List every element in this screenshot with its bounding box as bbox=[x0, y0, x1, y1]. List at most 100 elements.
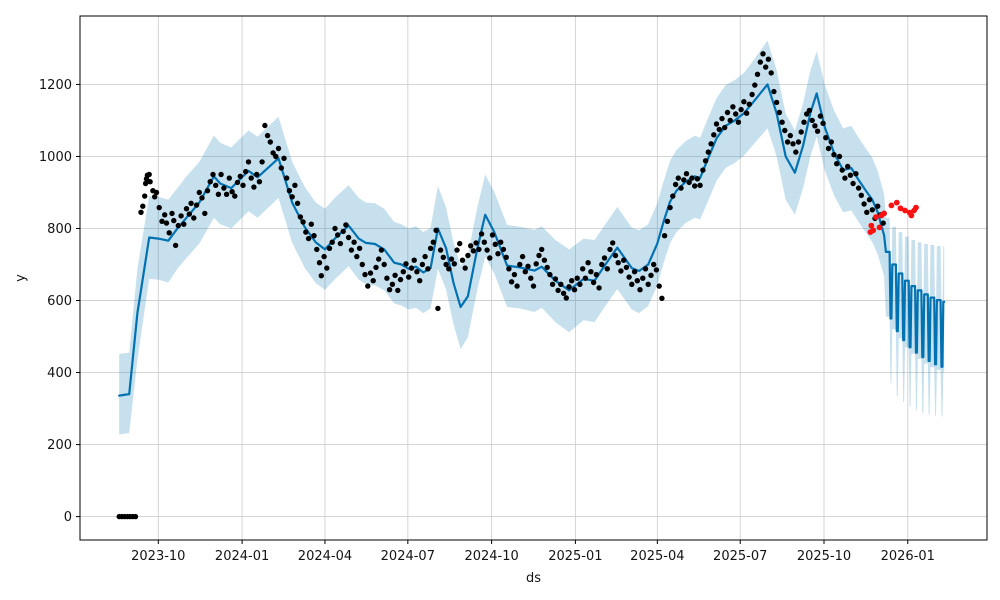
observation-point bbox=[651, 261, 657, 268]
observation-point bbox=[610, 240, 616, 246]
observation-point bbox=[468, 243, 474, 249]
observation-point bbox=[539, 246, 545, 253]
y-tick-label: 400 bbox=[47, 366, 72, 381]
x-tick-label: 2025-04 bbox=[630, 549, 684, 564]
observation-point bbox=[629, 281, 635, 287]
y-axis-label: y bbox=[13, 274, 29, 282]
observation-point bbox=[836, 153, 843, 160]
x-tick-label: 2026-01 bbox=[881, 549, 935, 564]
observation-point bbox=[511, 271, 518, 278]
observation-point bbox=[670, 193, 676, 199]
observation-point bbox=[226, 175, 232, 181]
observation-point bbox=[381, 261, 387, 268]
observation-point bbox=[204, 188, 211, 194]
observation-point bbox=[692, 183, 698, 189]
observation-point bbox=[229, 189, 235, 195]
observation-point bbox=[367, 270, 374, 276]
observation-point bbox=[667, 204, 673, 211]
observation-point bbox=[476, 246, 482, 253]
observation-point bbox=[607, 246, 613, 253]
observation-point bbox=[422, 253, 428, 260]
observation-point bbox=[738, 106, 744, 113]
observation-point bbox=[842, 175, 848, 181]
observation-point bbox=[183, 206, 190, 212]
anomaly-point bbox=[908, 212, 915, 219]
observation-point bbox=[749, 91, 755, 98]
observation-point bbox=[648, 272, 654, 278]
observation-point bbox=[809, 117, 815, 124]
observation-point bbox=[593, 271, 599, 278]
observation-point bbox=[705, 149, 711, 155]
observation-point bbox=[207, 179, 213, 185]
observation-point bbox=[640, 275, 646, 281]
observation-point bbox=[384, 275, 390, 281]
observation-point bbox=[784, 139, 791, 145]
y-tick-label: 800 bbox=[47, 222, 72, 237]
observation-point bbox=[414, 269, 420, 275]
observation-point bbox=[615, 260, 621, 266]
observation-point bbox=[297, 214, 304, 220]
observation-point bbox=[508, 279, 515, 285]
observation-point bbox=[861, 201, 867, 207]
observation-point bbox=[626, 274, 632, 280]
observation-point bbox=[664, 218, 671, 224]
observation-point bbox=[525, 263, 531, 269]
observation-point bbox=[478, 231, 485, 237]
observation-point bbox=[193, 202, 200, 208]
observation-point bbox=[672, 181, 679, 188]
observation-point bbox=[140, 203, 146, 209]
observation-point bbox=[656, 283, 662, 289]
observation-point bbox=[138, 209, 144, 215]
observation-point bbox=[689, 175, 695, 181]
anomaly-point bbox=[870, 227, 877, 234]
observation-point bbox=[262, 122, 268, 129]
observation-point bbox=[178, 213, 184, 219]
observation-point bbox=[533, 261, 539, 267]
observation-point bbox=[500, 246, 507, 253]
observation-point bbox=[256, 179, 263, 185]
observation-point bbox=[517, 261, 523, 268]
observation-point bbox=[292, 182, 298, 188]
observation-point bbox=[563, 295, 569, 301]
observation-point bbox=[596, 285, 602, 291]
observation-point bbox=[286, 188, 293, 194]
observation-point bbox=[240, 182, 246, 188]
observation-point bbox=[700, 167, 706, 173]
observation-point bbox=[351, 239, 357, 245]
observation-point bbox=[345, 234, 352, 241]
observation-point bbox=[386, 287, 393, 293]
observation-point bbox=[169, 210, 175, 217]
observation-point bbox=[284, 175, 290, 181]
observation-point bbox=[779, 119, 785, 125]
observation-point bbox=[335, 232, 341, 238]
observation-point bbox=[251, 184, 257, 190]
observation-point bbox=[498, 239, 504, 245]
observation-point bbox=[864, 209, 870, 215]
x-tick-label: 2025-10 bbox=[797, 549, 851, 564]
observation-point bbox=[437, 247, 444, 253]
observation-point bbox=[406, 274, 412, 280]
observation-point bbox=[661, 233, 668, 239]
observation-point bbox=[343, 222, 349, 228]
observation-point bbox=[465, 252, 471, 259]
observation-point bbox=[713, 121, 720, 127]
observation-point bbox=[552, 276, 559, 282]
observation-point bbox=[489, 232, 496, 238]
anomalies-layer bbox=[867, 199, 919, 236]
anomaly-point bbox=[868, 222, 875, 229]
observation-point bbox=[806, 107, 813, 114]
observation-point bbox=[221, 185, 227, 191]
observation-point bbox=[541, 257, 548, 263]
observation-point bbox=[294, 200, 301, 206]
observation-point bbox=[790, 141, 796, 147]
x-tick-label: 2024-10 bbox=[464, 549, 518, 564]
observation-point bbox=[637, 287, 643, 293]
observation-point bbox=[604, 266, 610, 272]
observation-point bbox=[574, 275, 580, 281]
observation-point bbox=[163, 220, 170, 226]
observation-point bbox=[814, 128, 821, 134]
observation-point bbox=[321, 253, 327, 260]
observation-point bbox=[869, 207, 875, 213]
